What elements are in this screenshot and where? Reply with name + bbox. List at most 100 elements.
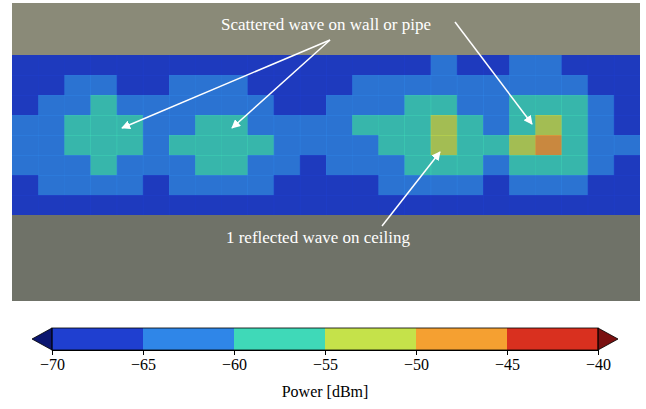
annotation-arrow xyxy=(232,40,330,128)
heat-cell xyxy=(117,175,144,196)
tick: −50 xyxy=(404,350,429,373)
heat-cell xyxy=(326,175,353,196)
heat-cell xyxy=(588,55,615,76)
heat-cell xyxy=(91,135,118,156)
heat-cell xyxy=(12,155,39,176)
heat-cell xyxy=(405,195,432,215)
heat-cell xyxy=(169,75,196,96)
heat-cell xyxy=(614,115,640,136)
heat-cell xyxy=(248,75,275,96)
colorbar-bin xyxy=(416,328,507,350)
heat-cell xyxy=(195,155,222,176)
annotation: Scattered wave on wall or pipe xyxy=(221,15,431,34)
heat-cell xyxy=(117,155,144,176)
heat-cell xyxy=(352,55,379,76)
lower-shade xyxy=(12,215,640,301)
heat-cell xyxy=(143,155,170,176)
heat-cell xyxy=(614,95,640,116)
annotation-arrow xyxy=(455,22,532,124)
heat-cell xyxy=(38,135,65,156)
heat-cell xyxy=(143,175,170,196)
heat-cell xyxy=(12,55,39,76)
tick-mark xyxy=(143,350,144,355)
heat-cell xyxy=(64,75,91,96)
heat-cell xyxy=(378,55,405,76)
heat-cell xyxy=(64,55,91,76)
heat-cell xyxy=(143,195,170,215)
heat-cell xyxy=(195,115,222,136)
heat-cell xyxy=(300,55,327,76)
colorbar-bin xyxy=(143,328,234,350)
colorbar-bin xyxy=(52,328,143,350)
heat-cell xyxy=(378,195,405,215)
heat-cell xyxy=(117,135,144,156)
heat-cell xyxy=(274,195,301,215)
annotations: Scattered wave on wall or pipe1 reflecte… xyxy=(122,15,532,247)
heat-cell xyxy=(38,195,65,215)
heat-cell xyxy=(300,195,327,215)
heat-cell xyxy=(562,135,589,156)
tick-label: −55 xyxy=(313,356,338,373)
heat-cell xyxy=(326,75,353,96)
heat-cell xyxy=(457,195,484,215)
heat-cell xyxy=(300,175,327,196)
heat-cell xyxy=(326,135,353,156)
colorbar-frame xyxy=(52,328,598,350)
heat-cell xyxy=(91,175,118,196)
heat-cell xyxy=(457,135,484,156)
heat-cell xyxy=(352,155,379,176)
heat-cell xyxy=(562,75,589,96)
heat-cell xyxy=(352,95,379,116)
heat-cell xyxy=(91,155,118,176)
heat-cell xyxy=(221,135,248,156)
heat-cell xyxy=(169,115,196,136)
tick-mark xyxy=(598,350,599,355)
heat-cell xyxy=(509,175,536,196)
colorbar-bin xyxy=(507,328,598,350)
heat-cell xyxy=(562,195,589,215)
heat-cell xyxy=(431,195,458,215)
colorbar-title: Power [dBm] xyxy=(282,383,369,400)
heat-cell xyxy=(431,75,458,96)
heat-cell xyxy=(378,95,405,116)
heat-cell xyxy=(457,55,484,76)
heat-cell xyxy=(378,155,405,176)
heat-cell xyxy=(483,95,510,116)
heat-cell xyxy=(378,175,405,196)
heat-cell xyxy=(562,175,589,196)
heat-cell xyxy=(483,75,510,96)
heat-cell xyxy=(91,115,118,136)
heat-cell xyxy=(64,95,91,116)
axis-line xyxy=(53,351,599,356)
tick-label: −40 xyxy=(586,356,611,373)
heat-cell xyxy=(588,135,615,156)
heat-cell xyxy=(38,155,65,176)
heat-cell xyxy=(195,175,222,196)
heat-cell xyxy=(535,175,562,196)
photo-area xyxy=(12,3,640,301)
tick-mark xyxy=(325,350,326,355)
heat-cell xyxy=(274,95,301,116)
heat-cell xyxy=(248,155,275,176)
colorbar-over xyxy=(598,328,618,350)
heat-cell xyxy=(535,155,562,176)
heat-cell xyxy=(12,115,39,136)
heat-cell xyxy=(483,175,510,196)
tick-label: −65 xyxy=(131,356,156,373)
heat-cell xyxy=(431,115,458,136)
heat-cell xyxy=(169,135,196,156)
tick-label: −45 xyxy=(495,356,520,373)
tick: −40 xyxy=(586,350,611,373)
heat-cell xyxy=(326,115,353,136)
tick-mark xyxy=(52,350,53,355)
heat-cell xyxy=(169,175,196,196)
heat-cell xyxy=(64,135,91,156)
heatmap xyxy=(12,55,640,215)
heat-cell xyxy=(352,175,379,196)
heat-cell xyxy=(509,75,536,96)
heat-cell xyxy=(378,115,405,136)
heat-cell xyxy=(38,55,65,76)
heat-cell xyxy=(457,95,484,116)
heat-cell xyxy=(378,75,405,96)
heat-cell xyxy=(509,195,536,215)
